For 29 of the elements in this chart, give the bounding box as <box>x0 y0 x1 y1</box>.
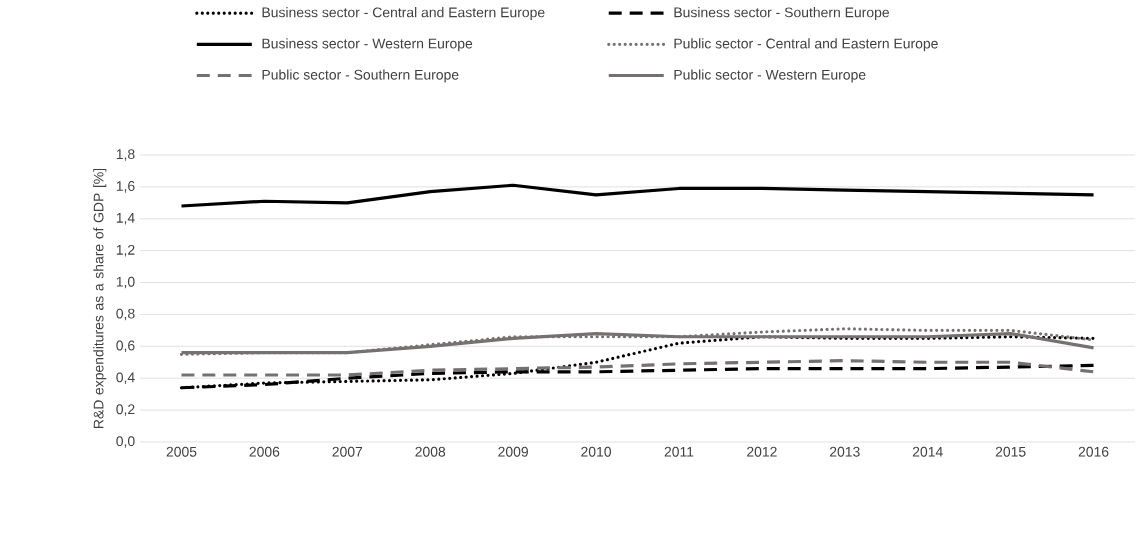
y-tick-label: 0,8 <box>116 308 135 321</box>
y-axis-title: R&D expenditures as a share of GDP [%] <box>93 168 107 428</box>
y-tick-label: 0,0 <box>116 436 135 448</box>
x-tick-label: 2015 <box>995 446 1026 457</box>
y-tick-label: 0,6 <box>116 340 135 353</box>
x-tick-label: 2012 <box>747 446 777 457</box>
x-tick-label: 2008 <box>415 446 446 457</box>
legend-label: Public sector - Western Europe <box>674 69 866 83</box>
x-tick-label: 2010 <box>581 446 612 457</box>
legend-label: Business sector - Central and Eastern Europe <box>262 7 545 21</box>
legend-label: Public sector - Southern Europe <box>262 69 459 83</box>
y-tick-label: 1,6 <box>116 181 135 193</box>
y-tick-label: 1,8 <box>116 149 135 161</box>
y-tick-label: 0,2 <box>116 404 135 416</box>
x-tick-label: 2005 <box>166 446 197 457</box>
x-tick-label: 2006 <box>249 446 280 457</box>
x-tick-label: 2011 <box>664 446 694 457</box>
x-tick-label: 2007 <box>332 446 363 457</box>
legend-label: Business sector - Western Europe <box>262 38 473 52</box>
legend-label: Public sector - Central and Eastern Europe <box>674 38 938 52</box>
y-tick-label: 1,4 <box>116 213 135 225</box>
x-tick-label: 2013 <box>829 446 860 457</box>
y-tick-label: 1,2 <box>116 244 135 257</box>
x-tick-label: 2016 <box>1078 446 1109 457</box>
x-tick-label: 2014 <box>912 446 943 457</box>
x-tick-label: 2009 <box>498 446 528 457</box>
y-tick-label: 0,4 <box>116 372 135 384</box>
y-tick-label: 1,0 <box>116 276 135 289</box>
legend-label: Business sector - Southern Europe <box>674 7 889 21</box>
